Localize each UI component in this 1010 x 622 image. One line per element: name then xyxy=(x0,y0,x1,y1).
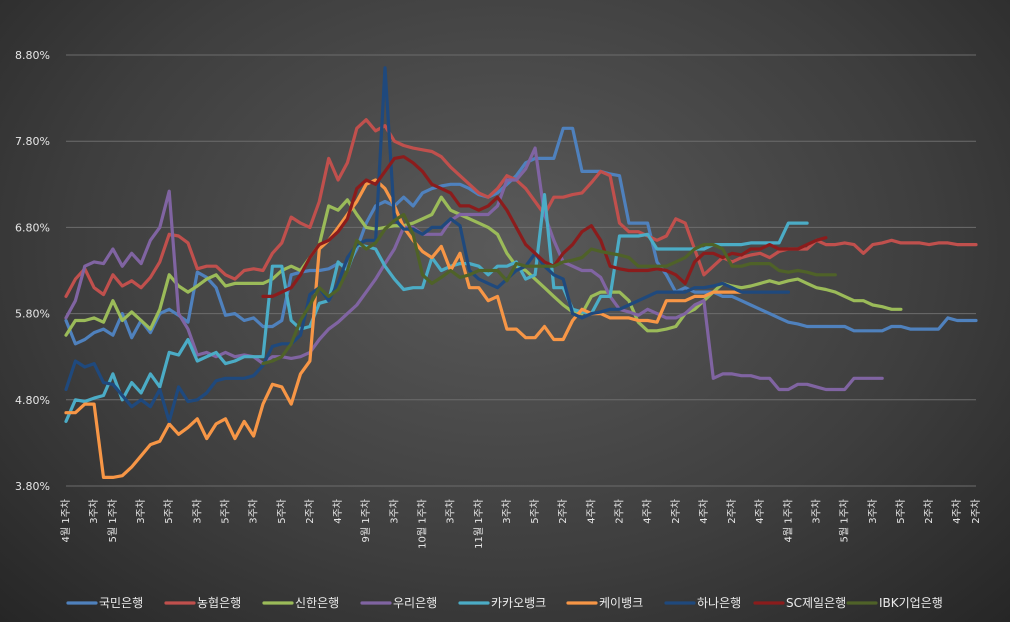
legend-label: 하나은행 xyxy=(697,595,741,610)
legend-item: 신한은행 xyxy=(262,595,339,610)
legend-item: 하나은행 xyxy=(664,595,741,610)
x-tick-label: 3주차 xyxy=(191,499,203,524)
x-tick-label: 3주차 xyxy=(88,499,100,524)
x-tick-label: 3주차 xyxy=(445,499,457,524)
x-tick-label: 2주차 xyxy=(304,499,316,524)
series-line-3 xyxy=(64,146,884,392)
legend-label: 신한은행 xyxy=(295,595,339,610)
x-tick-label: 5주차 xyxy=(895,499,907,524)
x-tick-label: 4주차 xyxy=(585,499,597,524)
x-tick-label: 5주차 xyxy=(529,499,541,524)
x-tick-label: 3주차 xyxy=(135,499,147,524)
legend-item: IBK기업은행 xyxy=(846,595,943,610)
series-line-1 xyxy=(64,118,978,298)
series-line-7 xyxy=(261,155,828,298)
x-axis-ticks: 4월 1주차 3주차 5월 1주차 3주차 5주차 3주차 5주차 3주차 5주차 2주차 4주차 9… xyxy=(60,499,982,549)
y-tick-label: 8.80% xyxy=(15,49,50,62)
x-tick-label: 2주차 xyxy=(614,499,626,524)
legend-label: IBK기업은행 xyxy=(879,595,943,610)
x-tick-label: 5월 1주차 xyxy=(107,499,119,543)
x-tick-label: 2주차 xyxy=(970,499,982,524)
legend-item: 농협은행 xyxy=(164,595,241,610)
x-tick-label: 4주차 xyxy=(951,499,963,524)
x-tick-label: 3주차 xyxy=(501,499,513,524)
legend-label: 케이뱅크 xyxy=(599,596,643,610)
legend-label: 농협은행 xyxy=(197,595,241,610)
legend: 국민은행 농협은행 신한은행 우리은행 카카오뱅크 케이뱅크 하나은행 SC제일은행 IBK기업… xyxy=(66,595,943,610)
legend-item: 케이뱅크 xyxy=(566,596,643,610)
x-tick-label: 9월 1주차 xyxy=(360,499,372,543)
y-tick-label: 4.80% xyxy=(15,394,50,407)
series-line-4 xyxy=(64,193,809,423)
series-lines xyxy=(64,66,978,479)
x-tick-label: 4주차 xyxy=(332,499,344,524)
x-tick-label: 4월 1주차 xyxy=(60,499,72,543)
series-line-2 xyxy=(64,195,903,337)
legend-label: 국민은행 xyxy=(99,595,143,610)
x-tick-label: 5주차 xyxy=(163,499,175,524)
gridlines xyxy=(66,54,976,487)
y-tick-label: 7.80% xyxy=(15,135,50,148)
legend-label: SC제일은행 xyxy=(786,595,846,610)
series-line-0 xyxy=(64,126,978,346)
x-tick-label: 2주차 xyxy=(670,499,682,524)
x-tick-label: 10월 1주차 xyxy=(416,499,428,549)
x-tick-label: 5월 1주차 xyxy=(839,499,851,543)
x-tick-label: 3주차 xyxy=(248,499,260,524)
x-tick-label: 4월 1주차 xyxy=(782,499,794,543)
x-tick-label: 3주차 xyxy=(811,499,823,524)
y-tick-label: 6.80% xyxy=(15,221,50,234)
x-tick-label: 3주차 xyxy=(867,499,879,524)
legend-label: 카카오뱅크 xyxy=(491,596,546,610)
legend-item: SC제일은행 xyxy=(753,595,846,610)
legend-label: 우리은행 xyxy=(393,595,437,610)
x-tick-label: 5주차 xyxy=(276,499,288,524)
y-tick-label: 3.80% xyxy=(15,480,50,493)
x-tick-label: 4주차 xyxy=(642,499,654,524)
legend-item: 카카오뱅크 xyxy=(458,596,546,610)
x-tick-label: 11월 1주차 xyxy=(473,499,485,549)
x-tick-label: 2주차 xyxy=(726,499,738,524)
series-line-8 xyxy=(261,212,837,366)
series-line-6 xyxy=(64,66,791,423)
legend-item: 우리은행 xyxy=(360,595,437,610)
y-axis-ticks: 3.80% 4.80% 5.80% 6.80% 7.80% 8.80% xyxy=(15,49,50,493)
x-tick-label: 2주차 xyxy=(557,499,569,524)
x-tick-label: 4주차 xyxy=(698,499,710,524)
legend-item: 국민은행 xyxy=(66,595,143,610)
x-tick-label: 2주차 xyxy=(923,499,935,524)
x-tick-label: 3주차 xyxy=(388,499,400,524)
y-tick-label: 5.80% xyxy=(15,308,50,321)
x-tick-label: 4주차 xyxy=(754,499,766,524)
x-tick-label: 5주차 xyxy=(219,499,231,524)
